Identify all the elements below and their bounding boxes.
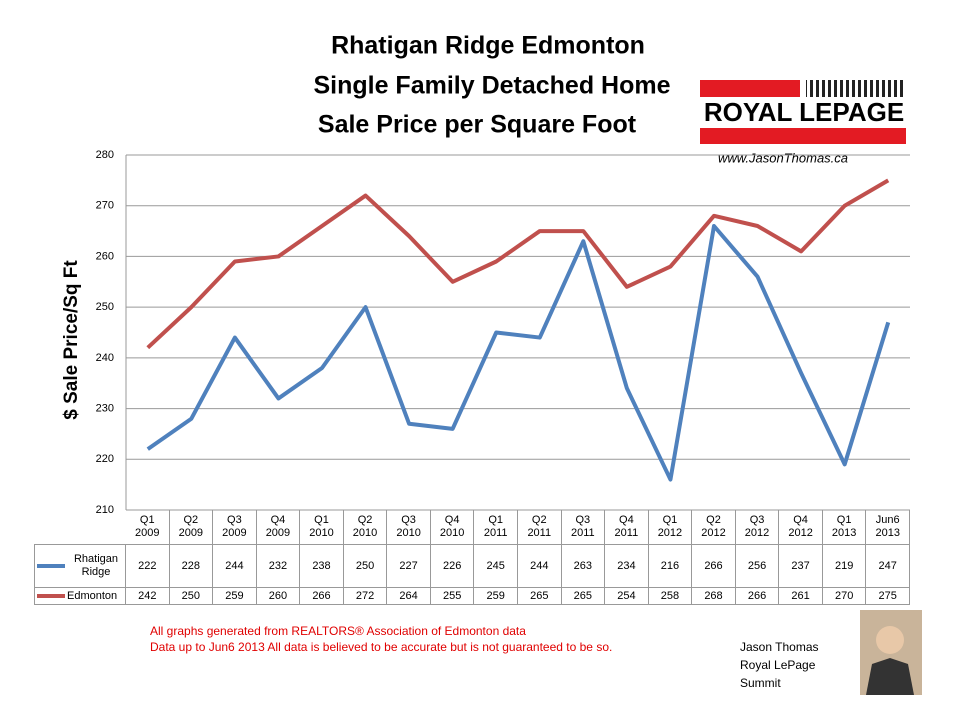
x-tick-label: Q1 2012 (648, 510, 693, 545)
table-value: 250 (169, 588, 214, 605)
note: Data up to Jun6 2013 All data is believe… (150, 640, 613, 654)
table-value: 256 (735, 545, 780, 588)
table-value: 250 (343, 545, 388, 588)
table-value: 254 (605, 588, 649, 605)
y-tick-label: 230 (96, 402, 114, 414)
table-value: 247 (866, 545, 910, 588)
x-tick-label: Q1 2011 (474, 510, 518, 545)
note: All graphs generated from REALTORS® Asso… (150, 624, 526, 638)
x-tick-label: Q4 2010 (430, 510, 475, 545)
legend-entry: Edmonton (34, 588, 126, 605)
x-tick-label: Q3 2009 (213, 510, 257, 545)
table-value: 228 (169, 545, 214, 588)
y-tick-label: 260 (96, 250, 114, 262)
x-tick-label: Q3 2010 (387, 510, 431, 545)
table-value: 222 (126, 545, 170, 588)
logo-bar (700, 128, 906, 144)
table-value: 261 (779, 588, 823, 605)
y-tick-label: 280 (96, 149, 114, 161)
table-value: 226 (430, 545, 475, 588)
agent-text: Jason Thomas (740, 640, 819, 654)
x-tick-label: Q4 2009 (256, 510, 301, 545)
chart-title: Sale Price per Square Foot (318, 111, 637, 139)
table-value: 266 (735, 588, 780, 605)
x-tick-label: Q1 2009 (126, 510, 170, 545)
x-tick-label: Q1 2013 (822, 510, 867, 545)
table-value: 265 (561, 588, 606, 605)
table-value: 272 (343, 588, 388, 605)
table-value: 238 (300, 545, 344, 588)
table-value: 259 (213, 588, 257, 605)
y-axis-label: $ Sale Price/Sq Ft (61, 260, 82, 420)
x-tick-label: Q3 2012 (735, 510, 780, 545)
legend-entry: Rhatigan Ridge (34, 545, 126, 588)
legend-label: Rhatigan Ridge (73, 553, 119, 578)
table-corner (34, 510, 126, 545)
agent-photo (876, 626, 904, 654)
y-tick-label: 270 (96, 200, 114, 212)
table-value: 219 (822, 545, 867, 588)
table-value: 245 (474, 545, 518, 588)
table-value: 244 (518, 545, 562, 588)
table-value: 266 (300, 588, 344, 605)
table-value: 244 (213, 545, 257, 588)
table-value: 268 (692, 588, 736, 605)
table-value: 232 (256, 545, 301, 588)
table-value: 259 (474, 588, 518, 605)
chart-title: Rhatigan Ridge Edmonton (331, 32, 645, 60)
x-tick-label: Q4 2012 (779, 510, 823, 545)
legend-key (37, 564, 65, 568)
legend-label: Edmonton (67, 589, 118, 602)
logo-brand: ROYAL LEPAGE (704, 97, 904, 127)
agent-text: Summit (740, 676, 781, 690)
table-value: 263 (561, 545, 606, 588)
x-tick-label: Q2 2009 (169, 510, 214, 545)
table-value: 258 (648, 588, 693, 605)
logo-bar (700, 80, 800, 97)
series-line (146, 178, 890, 350)
table-value: 242 (126, 588, 170, 605)
table-value: 255 (430, 588, 475, 605)
table-value: 227 (387, 545, 431, 588)
table-value: 260 (256, 588, 301, 605)
x-tick-label: Q2 2011 (518, 510, 562, 545)
logo-url: www.JasonThomas.ca (718, 150, 848, 165)
table-value: 237 (779, 545, 823, 588)
table-value: 266 (692, 545, 736, 588)
y-tick-label: 250 (96, 301, 114, 313)
table-value: 264 (387, 588, 431, 605)
y-tick-label: 240 (96, 352, 114, 364)
table-value: 265 (518, 588, 562, 605)
table-value: 216 (648, 545, 693, 588)
x-tick-label: Jun6 2013 (866, 510, 910, 545)
y-tick-label: 220 (96, 453, 114, 465)
y-tick-label: 210 (96, 504, 114, 516)
x-tick-label: Q2 2012 (692, 510, 736, 545)
logo-stripes (806, 80, 906, 97)
table-value: 275 (866, 588, 910, 605)
x-tick-label: Q3 2011 (561, 510, 606, 545)
series-line (146, 224, 891, 482)
table-value: 234 (605, 545, 649, 588)
x-tick-label: Q2 2010 (343, 510, 388, 545)
table-value: 270 (822, 588, 867, 605)
x-tick-label: Q4 2011 (605, 510, 649, 545)
agent-photo (866, 658, 914, 695)
legend-key (37, 594, 65, 598)
agent-text: Royal LePage (740, 658, 816, 672)
x-tick-label: Q1 2010 (300, 510, 344, 545)
chart-title: Single Family Detached Home (313, 72, 670, 100)
